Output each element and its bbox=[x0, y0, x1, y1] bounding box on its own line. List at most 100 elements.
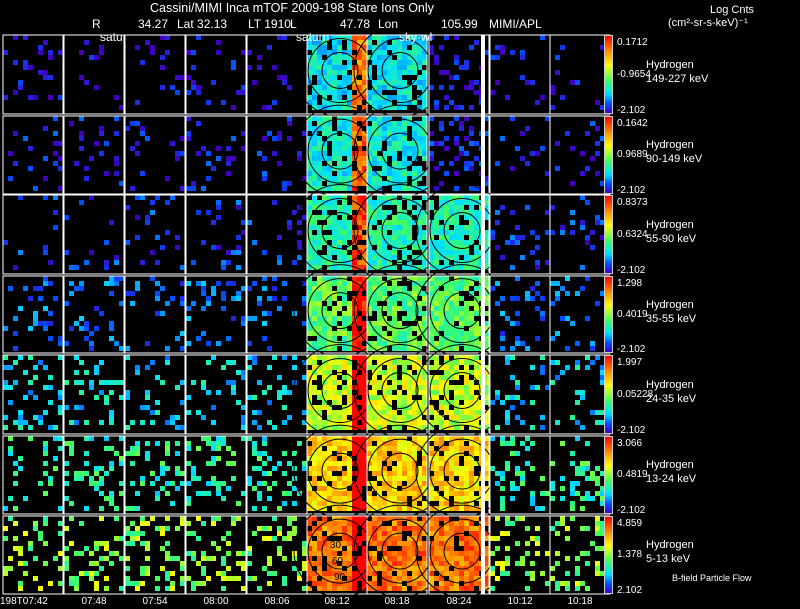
flux-pixel bbox=[600, 521, 605, 526]
flux-pixel bbox=[422, 471, 427, 476]
flux-pixel bbox=[64, 441, 69, 446]
flux-pixel bbox=[367, 415, 372, 420]
image-panel bbox=[353, 264, 447, 358]
flux-pixel bbox=[500, 296, 505, 301]
flux-pixel bbox=[412, 586, 417, 591]
flux-pixel bbox=[595, 420, 600, 425]
flux-pixel bbox=[464, 546, 469, 551]
flux-pixel bbox=[99, 506, 104, 511]
flux-pixel bbox=[347, 60, 352, 65]
flux-pixel bbox=[474, 375, 479, 380]
flux-pixel bbox=[332, 296, 337, 301]
flux-pixel bbox=[43, 441, 48, 446]
flux-pixel bbox=[307, 521, 312, 526]
flux-pixel bbox=[362, 121, 367, 126]
flux-pixel bbox=[444, 205, 449, 210]
flux-pixel bbox=[247, 65, 252, 70]
colorbar-min-value: -2.102 bbox=[617, 344, 646, 355]
flux-pixel bbox=[211, 355, 216, 360]
flux-pixel bbox=[412, 441, 417, 446]
flux-pixel bbox=[352, 375, 357, 380]
flux-pixel bbox=[505, 546, 510, 551]
flux-pixel bbox=[407, 311, 412, 316]
flux-pixel bbox=[459, 415, 464, 420]
flux-pixel bbox=[372, 415, 377, 420]
flux-pixel bbox=[434, 166, 439, 171]
flux-pixel bbox=[257, 296, 262, 301]
flux-pixel bbox=[444, 321, 449, 326]
flux-pixel bbox=[43, 471, 48, 476]
flux-pixel bbox=[449, 316, 454, 321]
flux-pixel bbox=[297, 230, 302, 235]
flux-pixel bbox=[327, 60, 332, 65]
flux-pixel bbox=[362, 566, 367, 571]
flux-pixel bbox=[422, 116, 427, 121]
flux-pixel bbox=[439, 195, 444, 200]
flux-pixel bbox=[412, 521, 417, 526]
flux-pixel bbox=[140, 571, 145, 576]
flux-pixel bbox=[515, 486, 520, 491]
flux-pixel bbox=[402, 331, 407, 336]
flux-pixel bbox=[347, 316, 352, 321]
flux-pixel bbox=[94, 326, 99, 331]
flux-pixel bbox=[302, 176, 307, 181]
flux-pixel bbox=[23, 571, 28, 576]
flux-pixel bbox=[150, 481, 155, 486]
flux-pixel bbox=[459, 230, 464, 235]
flux-pixel bbox=[382, 400, 387, 405]
flux-pixel bbox=[322, 240, 327, 245]
flux-pixel bbox=[357, 60, 362, 65]
flux-pixel bbox=[357, 306, 362, 311]
flux-pixel bbox=[372, 250, 377, 255]
flux-pixel bbox=[257, 586, 262, 591]
flux-pixel bbox=[337, 80, 342, 85]
flux-pixel bbox=[407, 316, 412, 321]
flux-pixel bbox=[312, 316, 317, 321]
flux-pixel bbox=[327, 195, 332, 200]
flux-pixel bbox=[342, 526, 347, 531]
flux-pixel bbox=[160, 466, 165, 471]
flux-pixel bbox=[332, 215, 337, 220]
panel-frame bbox=[2, 515, 64, 595]
flux-pixel bbox=[119, 536, 124, 541]
flux-pixel bbox=[367, 526, 372, 531]
flux-pixel bbox=[565, 536, 570, 541]
flux-pixel bbox=[377, 395, 382, 400]
flux-pixel bbox=[332, 341, 337, 346]
flux-pixel bbox=[377, 136, 382, 141]
flux-pixel bbox=[449, 581, 454, 586]
flux-pixel bbox=[484, 586, 489, 591]
flux-pixel bbox=[337, 400, 342, 405]
flux-pixel bbox=[372, 425, 377, 430]
flux-pixel bbox=[439, 581, 444, 586]
flux-pixel bbox=[33, 321, 38, 326]
image-panel bbox=[353, 344, 447, 438]
flux-pixel bbox=[377, 546, 382, 551]
flux-pixel bbox=[272, 100, 277, 105]
flux-pixel bbox=[312, 491, 317, 496]
flux-pixel bbox=[89, 380, 94, 385]
flux-pixel bbox=[337, 55, 342, 60]
flux-pixel bbox=[515, 336, 520, 341]
flux-pixel bbox=[464, 255, 469, 260]
flux-pixel bbox=[307, 126, 312, 131]
flux-pixel bbox=[367, 146, 372, 151]
flux-pixel bbox=[449, 491, 454, 496]
flux-pixel bbox=[397, 341, 402, 346]
flux-pixel bbox=[84, 471, 89, 476]
flux-pixel bbox=[327, 50, 332, 55]
flux-pixel bbox=[434, 461, 439, 466]
flux-pixel bbox=[33, 95, 38, 100]
flux-pixel bbox=[307, 205, 312, 210]
flux-pixel bbox=[367, 521, 372, 526]
flux-pixel bbox=[392, 215, 397, 220]
flux-pixel bbox=[257, 496, 262, 501]
flux-pixel bbox=[8, 385, 13, 390]
flux-pixel bbox=[417, 466, 422, 471]
flux-pixel bbox=[3, 536, 8, 541]
flux-pixel bbox=[402, 301, 407, 306]
flux-pixel bbox=[422, 556, 427, 561]
panel-frame bbox=[185, 435, 247, 515]
flux-pixel bbox=[362, 161, 367, 166]
flux-pixel bbox=[590, 471, 595, 476]
